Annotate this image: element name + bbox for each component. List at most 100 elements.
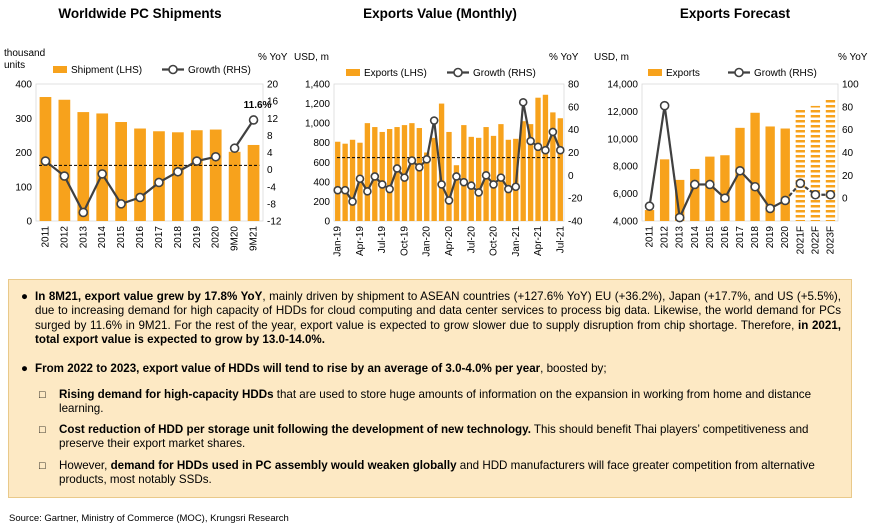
sub-normal: that are used to store huge amounts of i… xyxy=(59,388,812,416)
y-tick-left: 12,000 xyxy=(607,107,638,118)
bar xyxy=(153,131,165,221)
sub-bold: demand for HDDs used in PC assembly woul… xyxy=(110,459,457,472)
chart-exports-monthly: Exports Value (Monthly) 0 200 400 600 800 1,0… xyxy=(290,0,590,270)
bar xyxy=(386,129,393,221)
line-point xyxy=(229,143,240,154)
line-point xyxy=(437,180,446,189)
bar xyxy=(431,137,437,221)
bar xyxy=(115,122,127,221)
x-tick-label: 2020 xyxy=(211,226,222,249)
line-point xyxy=(377,180,387,189)
sub-bullet-text: Rising demand for high-capacity HDDs tha… xyxy=(59,388,841,417)
x-tick-label: Jul-19 xyxy=(377,226,388,254)
legend-label: Shipment (LHS) xyxy=(71,65,142,76)
series-line-segment xyxy=(233,119,255,149)
x-tick-label: 2016 xyxy=(720,226,731,249)
y-tick-left: 1,000 xyxy=(305,119,330,130)
line-point xyxy=(333,185,343,195)
bar xyxy=(247,144,260,221)
legend-label: Growth (RHS) xyxy=(754,68,817,79)
line-point xyxy=(750,181,760,192)
line-point xyxy=(97,169,108,179)
line-point xyxy=(504,184,513,194)
x-tick-label: 2015 xyxy=(705,226,716,249)
y-tick-right: 8 xyxy=(267,131,273,142)
y-tick-right: 100 xyxy=(842,80,859,91)
x-tick-label: 9M20 xyxy=(230,226,241,251)
bar xyxy=(172,132,184,221)
y-axis-label-left: USD, m xyxy=(594,52,629,63)
x-tick-label: Oct-20 xyxy=(489,226,500,256)
y-tick-left: 400 xyxy=(15,80,32,91)
bar xyxy=(453,165,460,221)
y-tick-right: -4 xyxy=(267,182,276,193)
chart-exports-forecast: Exports Forecast 4,000 6,000 8,000 10,000 12… xyxy=(590,0,870,270)
bar xyxy=(690,168,700,221)
line-point xyxy=(392,164,402,173)
series-line-segment xyxy=(63,175,85,213)
line-point xyxy=(474,188,483,197)
bar xyxy=(190,130,203,221)
y-tick-left: 400 xyxy=(313,177,330,188)
chart-title: Exports Value (Monthly) xyxy=(363,6,517,21)
line-point xyxy=(340,185,350,195)
y-tick-right: 0 xyxy=(267,165,273,176)
line-point xyxy=(135,192,145,203)
line-point xyxy=(555,145,565,155)
y-tick-right: 0 xyxy=(842,194,848,205)
line-point xyxy=(533,142,543,152)
line-point xyxy=(363,187,372,196)
legend-bar-swatch xyxy=(648,69,662,76)
y-tick-left: 600 xyxy=(313,158,330,169)
y-axis-label-left: USD, m xyxy=(294,52,329,63)
bar xyxy=(416,128,422,221)
bullet-normal: , mainly driven by shipment to ASEAN cou… xyxy=(35,290,841,332)
x-tick-label: 2019 xyxy=(765,226,776,249)
x-tick-label: 2011 xyxy=(645,226,656,248)
bar xyxy=(765,126,775,221)
bar xyxy=(659,159,670,221)
y-tick-left: 1,400 xyxy=(305,80,330,91)
bullet-text: In 8M21, export value grew by 17.8% YoY,… xyxy=(35,290,841,347)
series-line-segment xyxy=(648,105,666,207)
bullet-bold: In 8M21, export value grew by 17.8% YoY xyxy=(35,290,263,303)
line-point xyxy=(795,178,806,189)
sub-bullet-text: However, demand for HDDs used in PC asse… xyxy=(59,459,841,488)
series-line-segment xyxy=(514,102,525,187)
bar xyxy=(468,136,474,221)
line-point xyxy=(659,100,670,111)
bullet-dot: ● xyxy=(21,362,29,375)
x-tick-label: Oct-19 xyxy=(399,226,410,256)
bar xyxy=(795,110,805,221)
line-point xyxy=(466,181,476,190)
legend-line-marker xyxy=(453,67,463,78)
chart-title: Worldwide PC Shipments xyxy=(58,6,222,21)
line-point xyxy=(765,203,775,214)
series-line-segment xyxy=(678,184,696,219)
line-point xyxy=(40,156,51,166)
line-point xyxy=(415,163,424,172)
bar xyxy=(505,139,512,221)
y-tick-right: -20 xyxy=(568,194,583,205)
line-point xyxy=(644,201,655,211)
bar xyxy=(498,124,504,221)
x-tick-label: 2023F xyxy=(825,226,836,254)
bullet-bold: in 2021, total export value is expected … xyxy=(35,318,841,346)
y-tick-right: 20 xyxy=(267,80,279,91)
x-tick-label: Jul-21 xyxy=(555,226,566,254)
y-axis-label-right: % YoY xyxy=(258,52,288,63)
x-tick-label: 2012 xyxy=(660,226,671,249)
bar xyxy=(209,129,222,221)
line-point xyxy=(355,174,365,184)
y-tick-right: 20 xyxy=(842,171,854,182)
line-point xyxy=(825,189,836,200)
bar xyxy=(409,123,415,221)
line-point xyxy=(705,179,715,190)
bar xyxy=(810,105,821,221)
bullet-forecast: ● From 2022 to 2023, export value of HDD… xyxy=(21,362,841,378)
line-point xyxy=(444,196,454,205)
line-point xyxy=(370,172,380,181)
bar xyxy=(825,97,836,221)
series-line-segment xyxy=(723,170,741,199)
plot-area xyxy=(35,83,264,222)
